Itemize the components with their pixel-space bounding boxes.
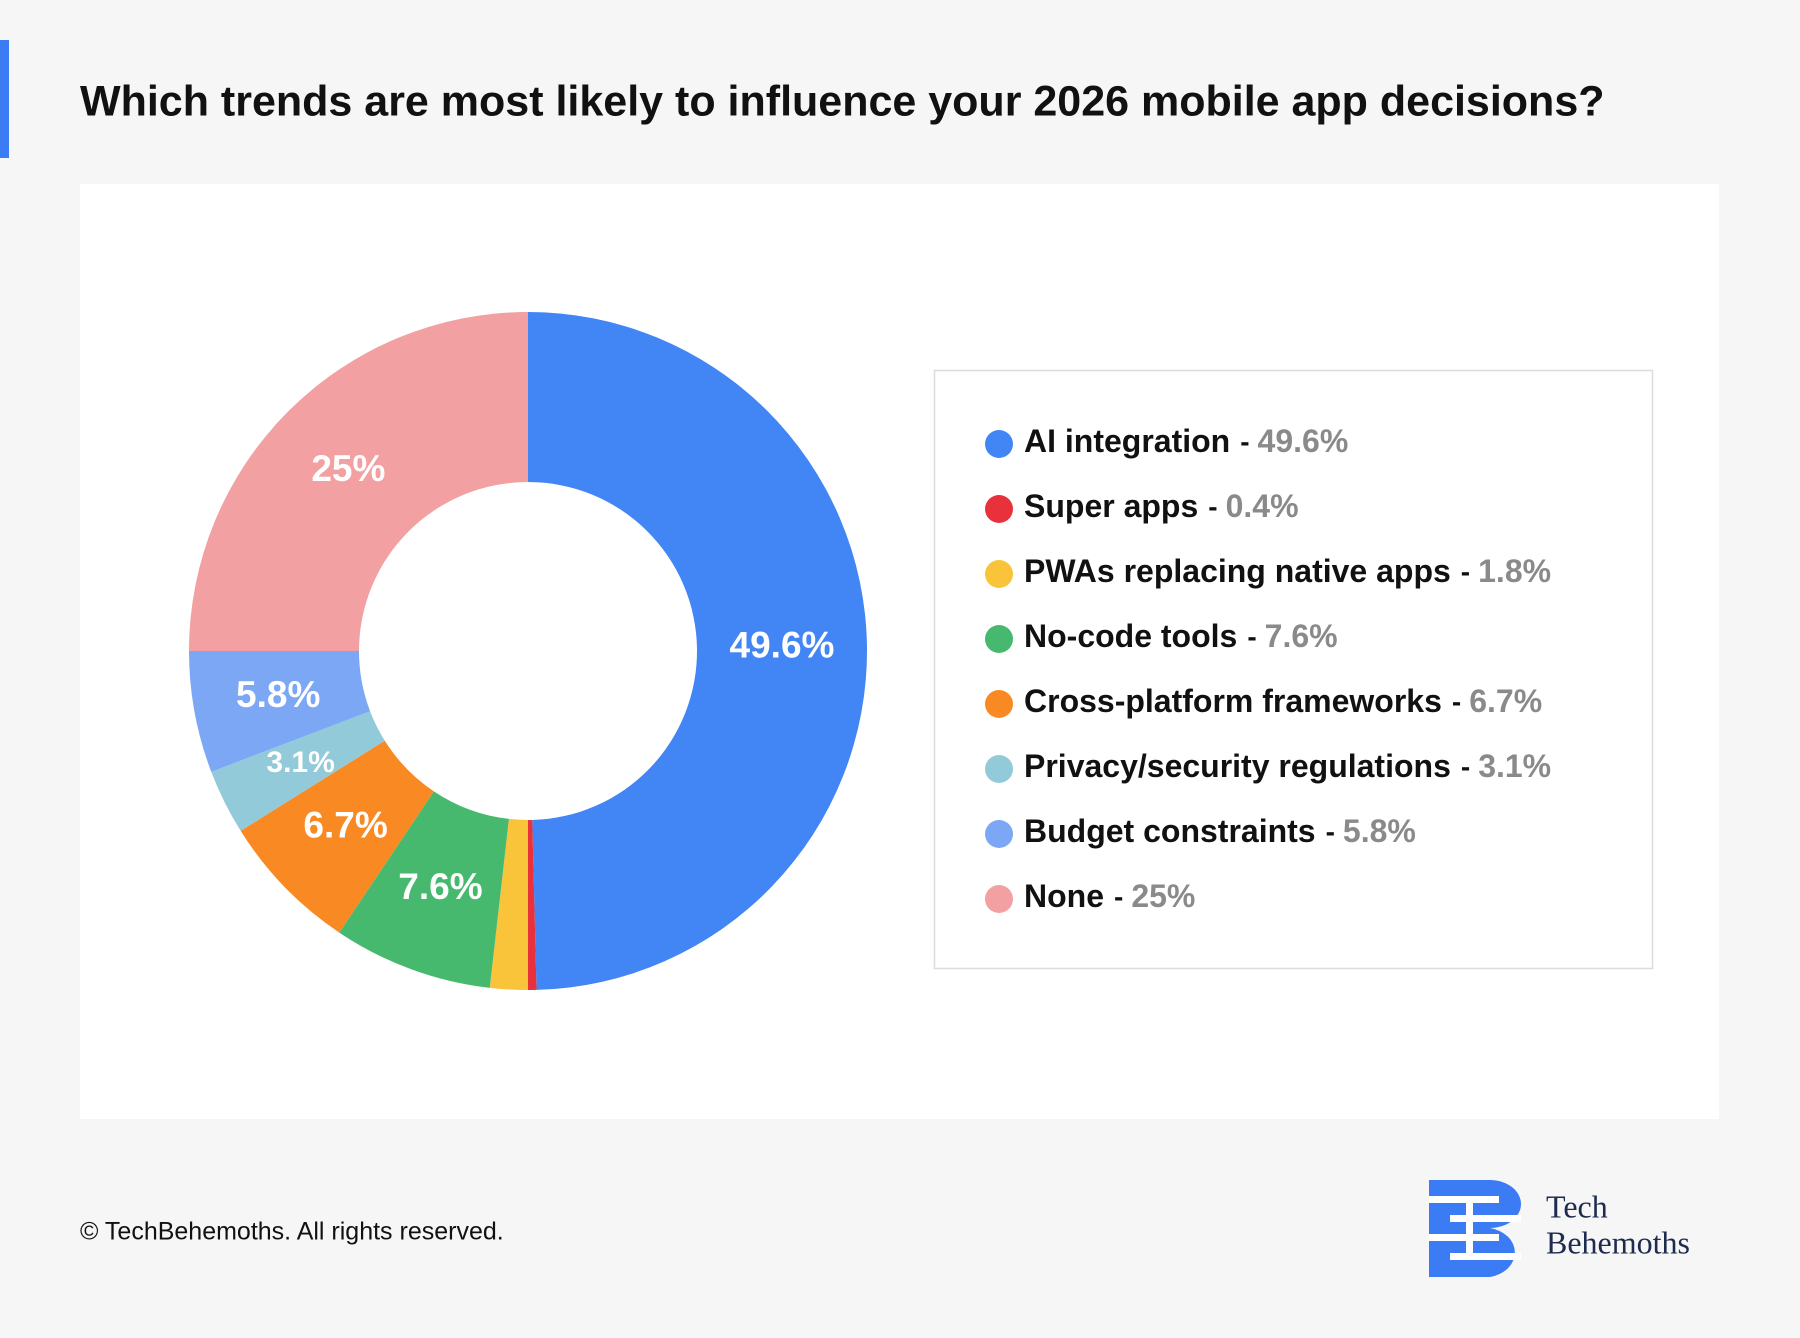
legend-marker xyxy=(985,820,1013,848)
legend-separator: - xyxy=(1452,686,1461,717)
slice xyxy=(528,819,537,990)
legend-separator: - xyxy=(1208,491,1217,522)
legend-separator: - xyxy=(1114,881,1123,912)
slice xyxy=(240,740,434,933)
slice xyxy=(189,651,371,772)
logo-stripe xyxy=(1466,1203,1473,1253)
legend-label: No-code tools xyxy=(1024,618,1237,654)
legend-value: 6.7% xyxy=(1469,683,1542,719)
legend-entry: AI integration -49.6% xyxy=(1024,423,1348,459)
legend-value: 7.6% xyxy=(1265,618,1338,654)
data-label: 25% xyxy=(311,448,385,489)
legend-separator: - xyxy=(1326,816,1335,847)
legend-marker xyxy=(985,495,1013,523)
legend-label: None xyxy=(1024,878,1104,914)
legend-label: Cross-platform frameworks xyxy=(1024,683,1442,719)
logo-mark xyxy=(1429,1180,1521,1277)
legend-label: Privacy/security regulations xyxy=(1024,748,1451,784)
data-label: 7.6% xyxy=(398,866,482,907)
footer: © TechBehemoths. All rights reserved. xyxy=(80,1218,504,1246)
legend-label: PWAs replacing native apps xyxy=(1024,553,1451,589)
logo-text: Behemoths xyxy=(1546,1224,1690,1260)
logo-text: Tech xyxy=(1546,1188,1608,1224)
data-label: 49.6% xyxy=(730,625,835,666)
legend-entry: Cross-platform frameworks -6.7% xyxy=(1024,683,1542,719)
legend-value: 25% xyxy=(1131,878,1195,914)
chart-title: Which trends are most likely to influenc… xyxy=(80,77,1605,125)
data-label: 3.1% xyxy=(266,746,334,779)
legend-separator: - xyxy=(1461,751,1470,782)
data-label: 5.8% xyxy=(236,674,320,715)
logo-stripe xyxy=(1450,1253,1521,1260)
legend-label: Super apps xyxy=(1024,488,1198,524)
legend-entry: Budget constraints -5.8% xyxy=(1024,813,1416,849)
slice xyxy=(211,711,385,831)
logo-stripe xyxy=(1450,1215,1521,1222)
legend-entry: Privacy/security regulations -3.1% xyxy=(1024,748,1551,784)
legend-value: 49.6% xyxy=(1258,423,1349,459)
legend-marker xyxy=(985,560,1013,588)
legend-value: 5.8% xyxy=(1343,813,1416,849)
logo-stripe xyxy=(1429,1234,1499,1241)
legend-entry: PWAs replacing native apps -1.8% xyxy=(1024,553,1551,589)
legend-entry: Super apps -0.4% xyxy=(1024,488,1299,524)
legend-marker xyxy=(985,625,1013,653)
legend-separator: - xyxy=(1240,426,1249,457)
slice xyxy=(339,791,509,988)
accent-bar xyxy=(0,40,9,158)
logo-stripe xyxy=(1429,1196,1499,1203)
legend-marker xyxy=(985,430,1013,458)
legend-entry: None -25% xyxy=(1024,878,1195,914)
legend-value: 3.1% xyxy=(1478,748,1551,784)
legend-box xyxy=(933,369,1654,970)
slice xyxy=(528,312,867,990)
data-label: 6.7% xyxy=(303,805,387,846)
legend-label: Budget constraints xyxy=(1024,813,1316,849)
legend-separator: - xyxy=(1247,621,1256,652)
legend-value: 1.8% xyxy=(1478,553,1551,589)
slice xyxy=(489,818,528,990)
legend-label: AI integration xyxy=(1024,423,1230,459)
logo: Tech Behemoths xyxy=(1429,1180,1690,1277)
legend-marker xyxy=(985,690,1013,718)
legend-entry: No-code tools -7.6% xyxy=(1024,618,1338,654)
legend-separator: - xyxy=(1461,556,1470,587)
slice xyxy=(189,312,528,651)
legend-marker xyxy=(985,755,1013,783)
legend-value: 0.4% xyxy=(1226,488,1299,524)
legend-marker xyxy=(985,885,1013,913)
